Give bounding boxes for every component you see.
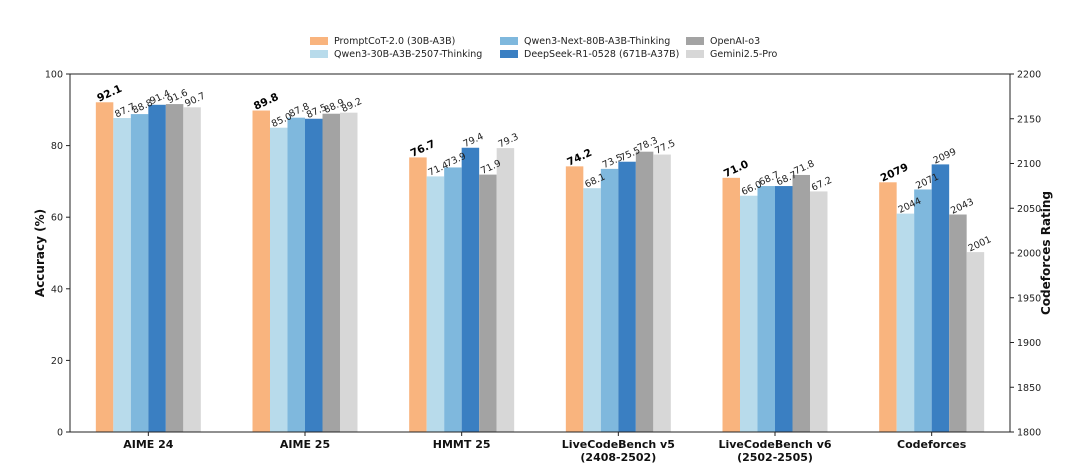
bar: [757, 186, 775, 432]
bar: [322, 113, 340, 432]
y-tick-label: 40: [51, 284, 63, 295]
y2-tick-label: 1800: [1017, 428, 1041, 439]
bar: [461, 147, 480, 433]
bars: [95, 102, 985, 433]
y2-tick-label: 2100: [1017, 159, 1041, 170]
bar-value-label: 79.4: [462, 131, 486, 150]
y2-tick-label: 2000: [1017, 249, 1041, 260]
legend-swatch: [310, 37, 328, 45]
legend-swatch: [310, 50, 328, 58]
bar: [113, 118, 131, 432]
bar-value-label: 2079: [879, 161, 911, 184]
legend-swatch: [500, 50, 518, 58]
bar: [722, 177, 740, 432]
y2-tick-label: 2050: [1017, 204, 1041, 215]
y2-tick-label: 1950: [1017, 293, 1041, 304]
bar: [618, 161, 636, 432]
legend-label: Qwen3-30B-A3B-2507-Thinking: [334, 49, 482, 60]
bar: [479, 174, 497, 432]
legend-swatch: [500, 37, 518, 45]
bar: [653, 154, 671, 433]
y-tick-label: 60: [51, 213, 63, 224]
x-tick-label: (2502-2505): [737, 451, 813, 464]
y2-tick-label: 2150: [1017, 114, 1041, 125]
bar: [740, 195, 758, 432]
bar: [810, 191, 828, 432]
bar: [183, 107, 201, 432]
legend-label: DeepSeek-R1-0528 (671B-A37B): [524, 49, 679, 60]
x-tick-label: LiveCodeBench v6: [718, 438, 831, 451]
x-tick-label: Codeforces: [897, 438, 967, 451]
legend-swatch: [686, 50, 704, 58]
bar: [896, 213, 915, 432]
legend-swatch: [686, 37, 704, 45]
bar-value-label: 92.1: [95, 83, 124, 105]
bar: [931, 164, 950, 432]
bar-value-label: 2099: [932, 146, 959, 166]
bar: [305, 118, 323, 432]
value-labels: 92.187.788.891.491.690.7 89.885.087.887.5…: [95, 83, 993, 255]
bar-value-label: 67.2: [810, 175, 834, 194]
bar: [635, 151, 654, 432]
bar: [270, 127, 288, 432]
legend-label: PromptCoT-2.0 (30B-A3B): [334, 36, 455, 47]
bar: [914, 189, 932, 432]
bar: [949, 214, 967, 432]
bar: [165, 104, 184, 433]
bar: [600, 168, 619, 432]
bar-value-label: 2043: [949, 197, 976, 217]
x-tick-label: AIME 25: [280, 438, 330, 451]
bar-value-label: 74.2: [565, 147, 594, 169]
y-tick-label: 80: [51, 141, 63, 152]
bar: [148, 104, 166, 433]
y2-tick-label: 1900: [1017, 338, 1041, 349]
bar: [565, 166, 584, 432]
bar: [792, 174, 810, 432]
y2-tick-label: 2200: [1017, 70, 1041, 81]
bar: [287, 117, 305, 433]
legend-label: OpenAI-o3: [710, 36, 760, 47]
bar: [775, 186, 793, 432]
x-tick-label: LiveCodeBench v5: [562, 438, 675, 451]
y2-tick-label: 1850: [1017, 383, 1041, 394]
y-tick-label: 20: [51, 356, 63, 367]
y-tick-label: 100: [45, 70, 63, 81]
axes: 0 20 40 60 80 100 1800 1850 1900 1950 2000 2050 2100…: [45, 70, 1041, 465]
bar-value-label: 71.8: [792, 158, 816, 177]
legend-label: Gemini2.5-Pro: [710, 49, 778, 60]
bar: [95, 102, 114, 433]
x-tick-label: (2408-2502): [580, 451, 656, 464]
bar: [340, 112, 358, 432]
bar-value-label: 2001: [967, 234, 994, 254]
bar: [130, 114, 149, 432]
bar-value-label: 76.7: [409, 138, 438, 160]
bar-value-label: 71.0: [722, 158, 751, 180]
bar: [252, 110, 270, 433]
bar: [426, 176, 445, 432]
bar: [496, 148, 515, 432]
legend-label: Qwen3-Next-80B-A3B-Thinking: [524, 36, 670, 47]
legend: PromptCoT-2.0 (30B-A3B) Qwen3-30B-A3B-250…: [310, 36, 778, 60]
bar: [583, 188, 601, 432]
x-tick-label: AIME 24: [123, 438, 174, 451]
bar: [409, 157, 427, 432]
x-tick-label: HMMT 25: [433, 438, 491, 451]
y-tick-label: 0: [57, 428, 63, 439]
bar-value-label: 79.3: [497, 131, 521, 150]
bar-value-label: 89.2: [340, 96, 364, 115]
bar: [879, 182, 897, 432]
bar: [444, 167, 462, 433]
y-axis-title: Accuracy (%): [33, 209, 47, 297]
y2-axis-title: Codeforces Rating: [1039, 191, 1053, 315]
bar: [966, 252, 985, 432]
bar-value-label: 89.8: [252, 91, 281, 113]
